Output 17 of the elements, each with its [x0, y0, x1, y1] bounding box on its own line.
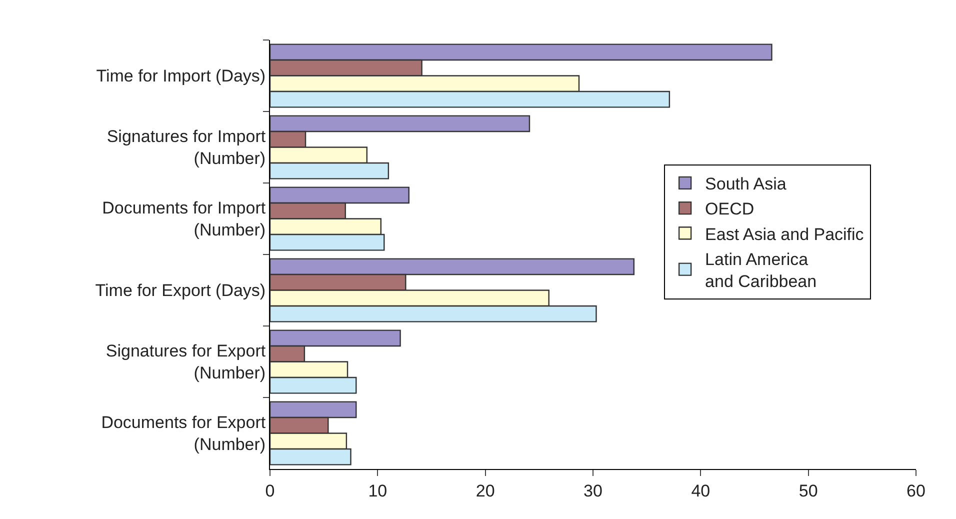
legend-label: South Asia — [705, 174, 787, 194]
x-tick-label: 0 — [265, 481, 275, 500]
x-tick-label: 50 — [798, 481, 818, 500]
x-tick-label: 40 — [691, 481, 710, 500]
legend-label: Latin America and Caribbean — [705, 250, 817, 291]
x-tick-label: 60 — [906, 481, 926, 500]
x-tick-label: 30 — [584, 481, 602, 500]
x-tick-label: 10 — [368, 481, 388, 500]
y-tick-label: Documents for Export (Number) — [101, 413, 266, 454]
y-tick-label: Time for Export (Days) — [95, 281, 266, 300]
y-tick-label: Documents for Import (Number) — [102, 198, 266, 240]
y-tick-label: Time for Import (Days) — [96, 66, 266, 86]
y-tick-label: Signatures for Import (Number) — [106, 127, 266, 168]
y-tick-label: Signatures for Export (Number) — [106, 342, 266, 383]
legend-label: OECD — [705, 200, 754, 219]
legend-label: East Asia and Pacific — [705, 224, 864, 244]
x-tick-label: 20 — [476, 481, 495, 500]
